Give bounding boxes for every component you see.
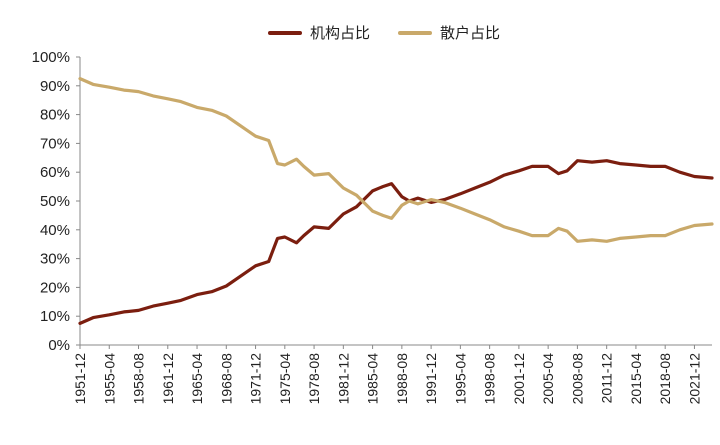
legend-label-institutional: 机构占比 (310, 25, 371, 42)
x-tick-label: 2008-08 (569, 353, 585, 405)
series-line-0 (78, 159, 714, 325)
y-tick-label: 20% (40, 279, 70, 296)
y-tick-label: 100% (32, 49, 70, 66)
x-tick-label: 1981-12 (335, 353, 351, 405)
legend-swatch-retail (398, 30, 433, 35)
x-tick-label: 1955-04 (101, 353, 117, 405)
y-tick-label: 10% (40, 308, 70, 325)
x-tick-label: 1985-04 (365, 353, 381, 405)
legend-swatch-institutional (268, 30, 302, 35)
x-tick-label: 1971-12 (248, 353, 264, 405)
y-tick-label: 30% (40, 251, 70, 268)
x-tick-label: 2005-04 (540, 353, 556, 405)
x-tick-label: 1961-12 (160, 353, 176, 405)
x-tick-label: 2015-04 (628, 353, 644, 405)
legend-item-institutional: 机构占比 (268, 22, 370, 43)
legend-item-retail: 散户占比 (398, 22, 500, 43)
y-tick-label: 50% (40, 193, 70, 210)
x-tick-label: 1951-12 (72, 353, 88, 405)
x-tick-label: 1991-12 (423, 353, 439, 405)
chart-legend: 机构占比 散户占比 (268, 22, 500, 43)
x-tick-label: 1995-04 (452, 353, 468, 405)
x-tick-label: 1958-08 (131, 353, 147, 405)
y-tick-label: 60% (40, 164, 70, 181)
legend-label-retail: 散户占比 (440, 25, 501, 42)
y-tick-label: 40% (40, 222, 70, 239)
x-tick-label: 1975-04 (277, 353, 293, 405)
y-tick-label: 80% (40, 107, 70, 124)
x-tick-label: 2018-08 (657, 353, 673, 405)
x-tick-label: 2001-12 (511, 353, 527, 405)
x-tick-label: 2011-12 (599, 353, 615, 404)
series-line-1 (78, 77, 714, 243)
y-tick-label: 0% (48, 337, 70, 354)
y-tick-label: 70% (40, 135, 70, 152)
x-tick-label: 1965-04 (189, 353, 205, 405)
y-tick-label: 90% (40, 78, 70, 95)
x-tick-label: 1998-08 (482, 353, 498, 405)
x-tick-label: 1968-08 (218, 353, 234, 405)
x-tick-label: 2021-12 (686, 353, 702, 405)
x-tick-label: 1978-08 (306, 353, 322, 405)
x-tick-label: 1988-08 (394, 353, 410, 405)
